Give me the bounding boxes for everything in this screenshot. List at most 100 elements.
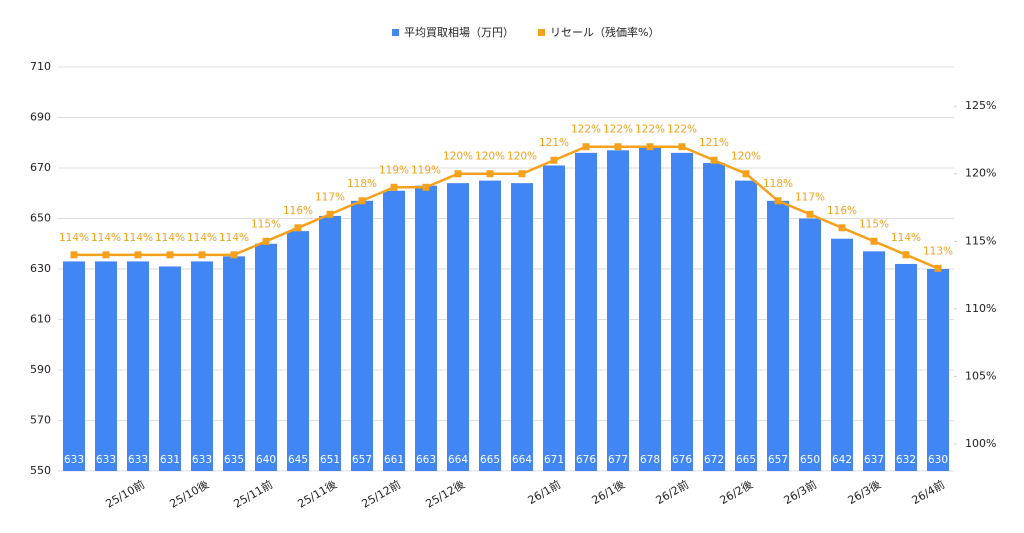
bar-value-label: 645 (288, 454, 308, 466)
line-value-label: 117% (315, 191, 345, 203)
x-tick-label: 25/12後 (423, 477, 467, 510)
y-tick-label: 630 (30, 262, 51, 275)
line-marker (198, 251, 206, 259)
bar (95, 261, 117, 471)
line-value-label: 119% (411, 164, 441, 176)
bar (319, 215, 341, 471)
bar-value-label: 642 (832, 454, 852, 466)
line-value-label: 122% (603, 124, 633, 136)
bar-value-label: 633 (64, 454, 84, 466)
bar (831, 238, 853, 471)
bar (735, 180, 757, 471)
line-marker (70, 251, 78, 259)
bar (607, 150, 629, 471)
y-tick-label: 550 (30, 464, 51, 477)
bar (703, 162, 725, 471)
bar (543, 165, 565, 471)
line-marker (358, 197, 366, 205)
bar (479, 180, 501, 471)
line-value-label: 119% (379, 164, 409, 176)
bar-value-label: 631 (160, 454, 180, 466)
bar (927, 269, 949, 471)
bar (639, 147, 661, 472)
line-value-label: 120% (731, 151, 761, 163)
y-tick-label: 710 (30, 60, 51, 73)
bar-value-label: 672 (704, 454, 724, 466)
legend-label: リセール（残価率%） (550, 25, 659, 39)
line-marker (934, 264, 942, 272)
line-value-label: 114% (187, 232, 217, 244)
line-value-label: 114% (155, 232, 185, 244)
line-marker (486, 170, 494, 178)
y-tick-label: 690 (30, 111, 51, 124)
bar (415, 185, 437, 472)
bar-value-label: 633 (192, 454, 212, 466)
bar-value-label: 651 (320, 454, 340, 466)
y-tick-label: 590 (30, 363, 51, 376)
bar (767, 200, 789, 471)
line-value-label: 114% (91, 232, 121, 244)
line-value-label: 113% (923, 245, 953, 257)
line-marker (678, 143, 686, 151)
bar (63, 261, 85, 471)
y-tick-label: 650 (30, 212, 51, 225)
y2-tick-label: 115% (965, 234, 996, 247)
line-marker (294, 224, 302, 232)
line-marker (870, 237, 878, 245)
y2-tick-label: 100% (965, 437, 996, 450)
line-value-label: 120% (507, 151, 537, 163)
line-marker (422, 183, 430, 191)
bar (799, 218, 821, 471)
bar-value-label: 664 (512, 454, 532, 466)
line-value-label: 117% (795, 191, 825, 203)
line-marker (902, 251, 910, 259)
line-value-label: 114% (59, 232, 89, 244)
line-value-label: 114% (123, 232, 153, 244)
line-value-label: 121% (539, 137, 569, 149)
legend-item: 平均買取相場（万円） (392, 26, 514, 39)
bar-value-label: 678 (640, 454, 660, 466)
y2-tick-label: 105% (965, 369, 996, 382)
bar (863, 251, 885, 471)
line-value-label: 114% (891, 232, 921, 244)
bar-value-label: 663 (416, 454, 436, 466)
legend-swatch (392, 29, 399, 36)
line-value-label: 122% (667, 124, 697, 136)
bar-value-label: 657 (352, 454, 372, 466)
line-marker (646, 143, 654, 151)
line-marker (454, 170, 462, 178)
bar-value-label: 677 (608, 454, 628, 466)
legend-item: リセール（残価率%） (538, 25, 659, 39)
x-tick-label: 26/3後 (845, 477, 883, 507)
bar (383, 190, 405, 471)
x-tick-label: 26/2後 (717, 477, 755, 507)
line-value-label: 122% (571, 124, 601, 136)
bar-value-label: 640 (256, 454, 276, 466)
bar-value-label: 632 (896, 454, 916, 466)
x-tick-label: 25/11前 (231, 477, 275, 510)
bar (895, 263, 917, 471)
bar-value-label: 671 (544, 454, 564, 466)
bar (159, 266, 181, 471)
line-value-label: 118% (347, 178, 377, 190)
bar-value-label: 635 (224, 454, 244, 466)
line-value-label: 115% (859, 218, 889, 230)
line-marker (774, 197, 782, 205)
line-marker (806, 210, 814, 218)
bar (191, 261, 213, 471)
x-tick-label: 26/1前 (525, 477, 563, 507)
y2-tick-label: 125% (965, 99, 996, 112)
y-tick-label: 670 (30, 161, 51, 174)
line-marker (582, 143, 590, 151)
line-marker (390, 183, 398, 191)
bar (575, 152, 597, 471)
line-marker (230, 251, 238, 259)
bar (287, 231, 309, 471)
line (74, 145, 939, 270)
bar-value-label: 664 (448, 454, 468, 466)
y2-tick-label: 120% (965, 167, 996, 180)
y-tick-label: 570 (30, 414, 51, 427)
line-marker (550, 156, 558, 164)
line-value-label: 120% (443, 151, 473, 163)
